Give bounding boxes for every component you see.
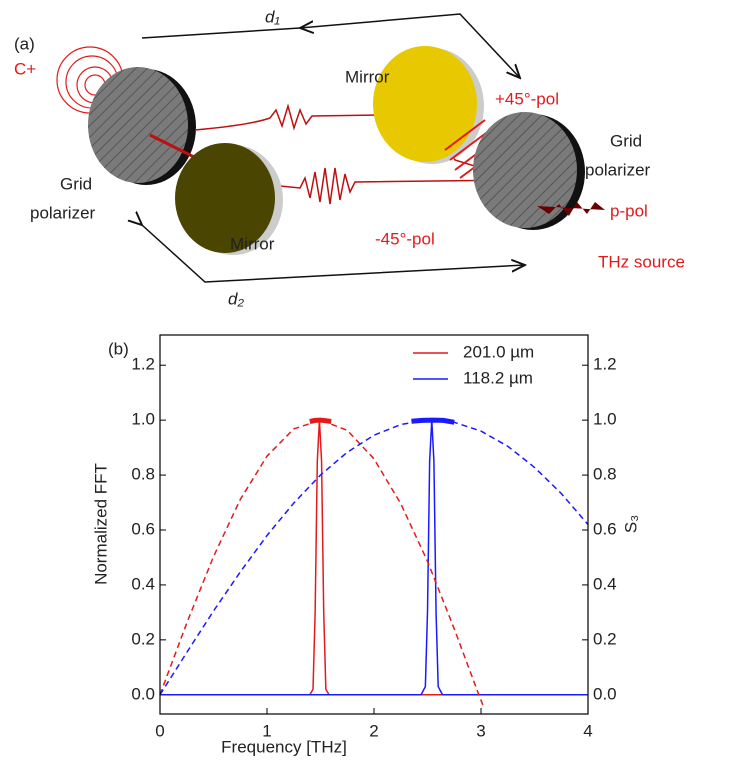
plot-frame (159, 334, 589, 715)
polarizer-label: Grid (60, 174, 92, 193)
d1-arrow (141, 14, 520, 78)
y-axis-title: Normalized FFT (91, 463, 110, 585)
legend-label: 118.2 µm (463, 368, 533, 387)
thz-pulse (520, 202, 605, 216)
pol-label: -45°-pol (375, 229, 435, 248)
polarizer-label: polarizer (30, 203, 96, 222)
y-tick-label: 0.0 (131, 684, 155, 703)
beam-lower (269, 167, 561, 206)
x-tick-label: 0 (155, 721, 164, 740)
series-line (160, 420, 588, 696)
beam-out (149, 133, 201, 162)
polarizer-label: polarizer (585, 160, 651, 179)
x-tick-label: 4 (583, 721, 592, 740)
grid-polarizer-right (473, 112, 577, 228)
series-line (159, 419, 589, 696)
d2-label: d₂ (228, 289, 244, 308)
y-tick-label: 1.2 (131, 355, 155, 374)
y2-tick-label: 0.8 (593, 465, 617, 484)
d1-label: d₁ (265, 7, 280, 26)
mirror-bottom (175, 143, 275, 253)
x-tick-label: 1 (262, 721, 271, 740)
series-line (159, 419, 484, 707)
source-label: THz source (598, 252, 685, 271)
y-tick-label: 0.4 (131, 574, 155, 593)
y2-tick-label: 1.2 (593, 355, 617, 374)
panel-label: (a) (14, 34, 35, 53)
mirror-label: Mirror (345, 67, 390, 86)
y-tick-label: 0.8 (131, 465, 155, 484)
y2-tick-label: 0.2 (593, 629, 617, 648)
series-line (309, 417, 332, 424)
c-plus-label: C+ (14, 59, 36, 78)
mirror-label: Mirror (230, 234, 275, 253)
diagram: (a) d₁ d₂ C+ Mirror Mirror +45°-pol -45°… (14, 7, 685, 308)
x-axis-title: Frequency [THz] (221, 737, 347, 756)
y-tick-label: 0.6 (131, 519, 155, 538)
x-tick-label: 2 (369, 721, 378, 740)
legend-label: 201.0 µm (463, 342, 534, 361)
panel-label: (b) (108, 339, 129, 358)
y-tick-label: 1.0 (131, 410, 155, 429)
pol-label: p-pol (610, 201, 648, 220)
pol-wave (444, 119, 496, 179)
x-tick-label: 3 (476, 721, 485, 740)
y2-tick-label: 1.0 (593, 410, 617, 429)
pol-label: +45°-pol (495, 89, 559, 108)
d2-arrow (142, 225, 525, 283)
y2-axis-title: S₃ (621, 515, 640, 533)
polarizer-label: Grid (610, 131, 642, 150)
y2-tick-label: 0.4 (593, 574, 617, 593)
grid-polarizer-left (88, 67, 188, 183)
y-tick-label: 0.2 (131, 629, 155, 648)
y2-tick-label: 0.0 (593, 684, 617, 703)
y2-tick-label: 0.6 (593, 519, 617, 538)
mirror-top (373, 46, 477, 162)
series-line (411, 417, 455, 425)
series-line (160, 420, 588, 696)
